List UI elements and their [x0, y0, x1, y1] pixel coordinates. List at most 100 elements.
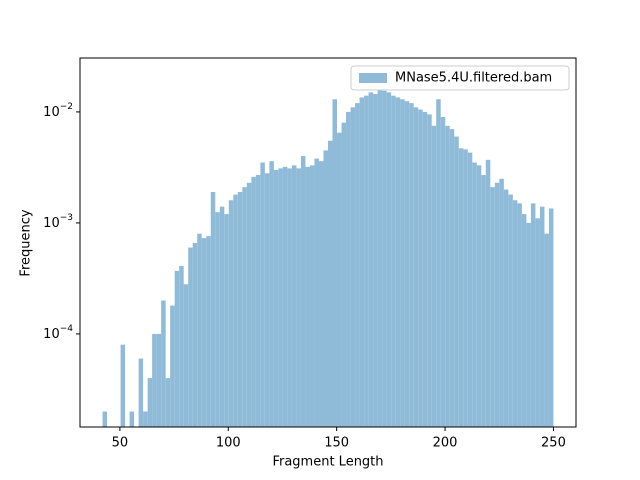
- bar: [287, 168, 292, 427]
- bar: [129, 411, 135, 427]
- bar: [539, 206, 545, 427]
- bar: [260, 162, 265, 427]
- bar: [237, 191, 243, 427]
- bar: [179, 265, 184, 427]
- bar: [400, 99, 405, 428]
- bar: [422, 111, 428, 427]
- bar: [323, 150, 328, 427]
- bar: [300, 156, 306, 427]
- bar: [210, 191, 216, 427]
- bar: [282, 166, 288, 428]
- bar: [309, 165, 315, 428]
- bar: [328, 140, 333, 427]
- bar: [228, 200, 234, 427]
- bar: [355, 103, 360, 428]
- x-tick-label: 250: [541, 436, 566, 451]
- bar: [458, 148, 464, 427]
- bar: [544, 233, 549, 427]
- x-axis-label: Fragment Length: [272, 455, 383, 470]
- legend-swatch: [359, 73, 387, 83]
- bar: [445, 125, 450, 427]
- y-axis-label: Frequency: [19, 209, 34, 276]
- bar: [499, 178, 504, 427]
- legend-label: MNase5.4U.filtered.bam: [395, 71, 552, 86]
- bar: [404, 101, 410, 428]
- bar: [251, 176, 256, 427]
- bar: [278, 168, 283, 427]
- bar: [427, 114, 432, 427]
- bar: [246, 182, 252, 427]
- bar: [517, 203, 522, 427]
- bar: [156, 333, 162, 427]
- bar: [386, 92, 392, 427]
- bar: [454, 136, 459, 427]
- bar: [332, 99, 338, 428]
- bar: [201, 238, 207, 427]
- bar: [440, 116, 446, 427]
- bar: [264, 173, 270, 427]
- bar: [436, 99, 441, 428]
- bar: [431, 125, 437, 427]
- y-tick-label: 10−4: [43, 323, 73, 341]
- bar: [206, 236, 211, 427]
- bar: [318, 161, 324, 427]
- bar: [395, 97, 401, 427]
- bar: [526, 222, 531, 427]
- bar: [192, 242, 198, 427]
- bar: [508, 194, 513, 427]
- y-tick-label: 10−2: [43, 101, 73, 119]
- bar: [521, 214, 527, 427]
- bar: [120, 344, 126, 427]
- x-tick-label: 200: [433, 436, 458, 451]
- bar: [382, 90, 387, 428]
- bar: [463, 149, 468, 428]
- bar: [165, 378, 171, 427]
- bar: [102, 411, 108, 427]
- axes-frame: [79, 57, 577, 428]
- bar: [296, 168, 301, 427]
- bar: [174, 270, 180, 427]
- bar: [346, 111, 351, 427]
- bar: [476, 165, 482, 428]
- bar: [197, 233, 202, 427]
- bar: [143, 411, 148, 427]
- bar: [341, 122, 347, 428]
- bar: [472, 162, 477, 427]
- bar: [413, 107, 419, 427]
- bar: [409, 103, 414, 428]
- bar: [273, 169, 279, 427]
- bar: [255, 175, 261, 427]
- bar: [364, 95, 369, 428]
- bar: [503, 189, 509, 427]
- bar: [350, 107, 356, 427]
- bar: [490, 187, 495, 427]
- bar: [485, 159, 491, 427]
- bar: [535, 218, 540, 427]
- bar: [467, 152, 473, 428]
- x-tick-label: 150: [324, 436, 349, 451]
- bar: [512, 200, 518, 427]
- legend-box: [350, 65, 570, 91]
- bar: [161, 300, 166, 427]
- bar: [152, 333, 157, 427]
- bar: [188, 247, 193, 427]
- y-tick-label: 10−3: [43, 212, 73, 230]
- bar: [359, 97, 365, 427]
- bar: [215, 212, 220, 427]
- bar: [219, 206, 225, 427]
- bar: [368, 92, 374, 427]
- bar: [233, 194, 238, 427]
- bar: [377, 89, 383, 428]
- bar: [224, 214, 229, 427]
- bar: [391, 95, 396, 428]
- plot-area: [102, 89, 554, 428]
- bar: [530, 203, 536, 427]
- bar: [418, 109, 423, 427]
- bar: [183, 284, 189, 427]
- bar: [314, 158, 319, 427]
- x-tick-label: 100: [216, 436, 241, 451]
- x-tick-label: 50: [112, 436, 129, 451]
- bar: [269, 161, 274, 427]
- bar: [147, 378, 153, 427]
